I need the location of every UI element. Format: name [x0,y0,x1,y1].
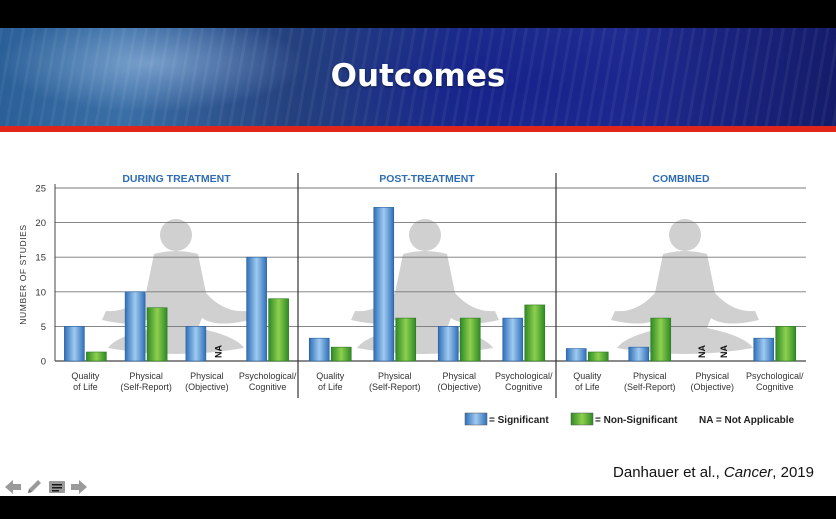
y-tick-label: 0 [41,357,46,368]
panel-title: COMBINED [652,173,710,185]
bar-non-significant [268,298,289,362]
bar-non-significant [395,317,417,362]
slide: Outcomes 0 5 10 15 20 25 NUMBER OF STUDIES DURI… [0,28,836,496]
bar-significant [64,326,85,362]
category-label: Psychological/Cognitive [746,371,804,392]
category-label: Quality of Life [573,371,602,392]
meditation-figure-head [409,219,441,251]
legend-label-non-significant: = Non-Significant [595,415,678,426]
meditation-figure-body [611,251,759,354]
arrow-left-icon[interactable] [3,478,23,496]
category-label: Physical (Objective) [185,371,229,392]
bar-significant [565,348,587,362]
legend-label-significant: = Significant [489,415,549,426]
bar-significant [124,291,146,362]
category-label: Physical (Self-Report) [624,371,676,392]
pencil-icon[interactable] [25,478,45,496]
category-label: Psychological/Cognitive [239,371,297,392]
citation-authors: Danhauer et al., [613,464,724,481]
outcomes-chart: 0 5 10 15 20 25 NUMBER OF STUDIES DURING TREATM… [18,173,806,426]
bar-significant [437,326,459,362]
bar-significant [502,317,524,362]
bar-non-significant [146,307,168,362]
na-label: NA [719,345,729,358]
menu-icon[interactable] [47,478,67,496]
bar-non-significant [650,317,672,362]
panel-title: DURING TREATMENT [122,173,231,185]
bar-significant [753,337,775,362]
meditation-figure-body [351,251,499,354]
y-tick-label: 5 [41,322,46,333]
bar-significant [628,346,650,362]
citation: Danhauer et al., Cancer, 2019 [613,464,814,481]
banner-texture [0,28,836,126]
banner-divider [0,126,836,132]
meditation-figure-head [160,219,192,251]
bar-significant [308,337,330,362]
arrow-right-icon[interactable] [69,478,89,496]
bar-non-significant [587,351,609,362]
category-label: Quality of Life [71,371,100,392]
bar-non-significant [459,317,481,362]
slide-title: Outcomes [330,58,506,94]
legend-label-na: NA = Not Applicable [699,415,795,426]
y-axis-title: NUMBER OF STUDIES [18,224,28,324]
presentation-nav [3,478,89,496]
panel-title: POST-TREATMENT [379,173,475,185]
category-label: Physical (Self-Report) [120,371,172,392]
category-label: Quality of Life [316,371,345,392]
bar-significant [246,256,267,362]
na-label: NA [213,345,223,358]
category-label: Physical (Objective) [437,371,481,392]
y-tick-label: 20 [35,218,46,229]
meditation-figure-body [102,251,250,354]
bar-significant [185,326,207,362]
bar-significant [373,207,395,362]
bar-non-significant [524,304,546,362]
citation-journal: Cancer [723,464,773,481]
category-label: Physical (Objective) [690,371,734,392]
category-label: Physical (Self-Report) [369,371,421,392]
meditation-figure-head [669,219,701,251]
legend-swatch-non-significant [570,412,594,426]
y-tick-label: 25 [35,184,46,195]
title-banner: Outcomes [0,28,836,126]
legend-swatch-significant [464,412,488,426]
na-label: NA [697,345,707,358]
bar-non-significant [86,351,107,362]
y-tick-label: 15 [35,253,46,264]
y-tick-label: 10 [35,287,46,298]
bar-non-significant [775,326,797,362]
citation-year: , 2019 [772,464,814,481]
category-label: Psychological/Cognitive [495,371,553,392]
bar-non-significant [330,346,352,362]
